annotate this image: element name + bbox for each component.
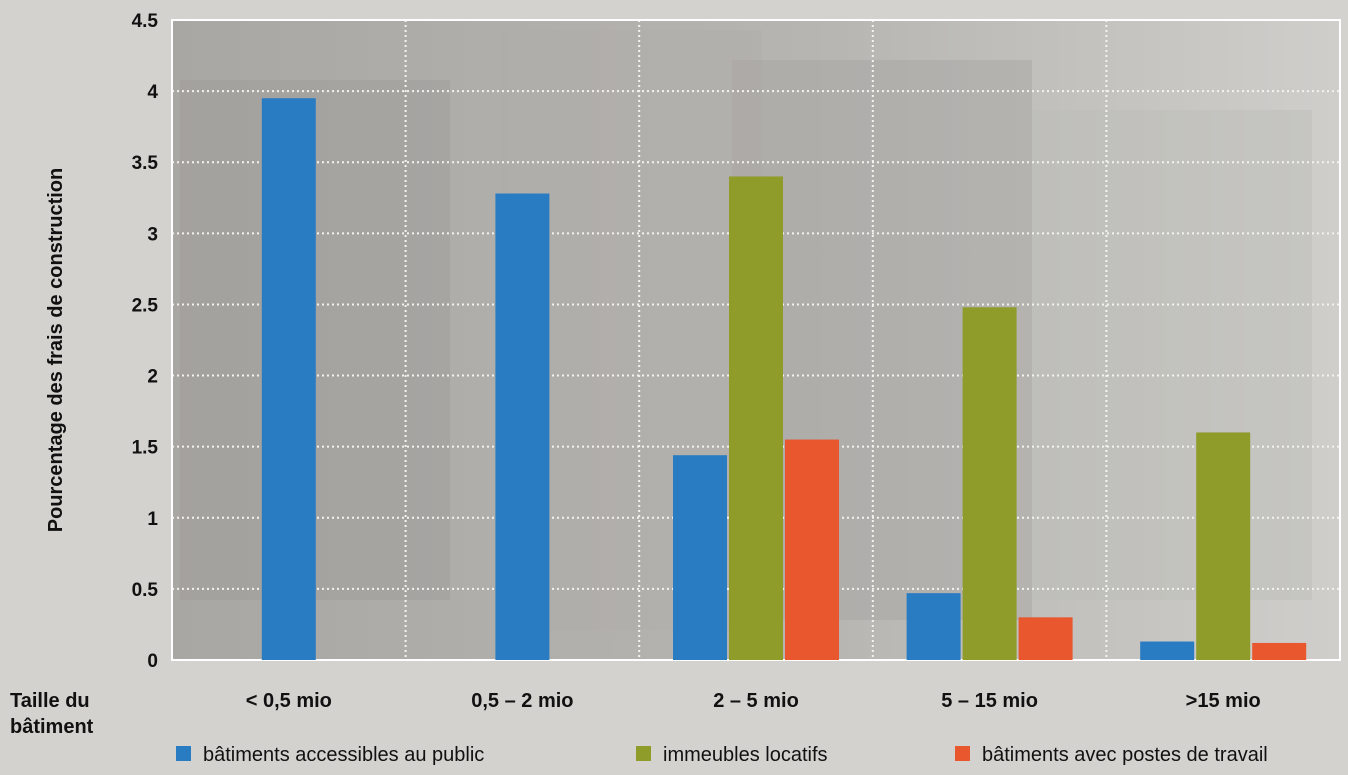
y-tick-label: 1.5 xyxy=(132,438,159,459)
legend-swatch xyxy=(176,746,191,761)
background-building-shape xyxy=(1032,110,1312,600)
legend-label: bâtiments avec postes de travail xyxy=(982,744,1268,766)
y-axis-label: Pourcentage des frais de construction xyxy=(45,168,67,533)
legend-swatch xyxy=(636,746,651,761)
y-tick-label: 1 xyxy=(147,509,158,530)
legend-item: bâtiments accessibles au public xyxy=(176,744,484,766)
bar xyxy=(1140,641,1195,660)
y-tick-label: 3.5 xyxy=(132,153,159,174)
x-tick-label: 2 – 5 mio xyxy=(713,690,799,712)
bar xyxy=(1196,432,1251,660)
x-tick-label: 5 – 15 mio xyxy=(941,690,1038,712)
y-tick-label: 3 xyxy=(147,224,158,245)
bar xyxy=(261,98,316,660)
y-tick-label: 4 xyxy=(147,82,158,103)
y-tick-label: 2 xyxy=(147,367,158,388)
y-tick-label: 0.5 xyxy=(132,580,159,601)
x-tick-label: 0,5 – 2 mio xyxy=(471,690,573,712)
bar xyxy=(495,193,550,660)
x-axis-label: bâtiment xyxy=(10,716,94,738)
y-tick-label: 2.5 xyxy=(132,295,159,316)
bar xyxy=(785,439,839,660)
legend-item: immeubles locatifs xyxy=(636,744,828,766)
y-tick-label: 4.5 xyxy=(132,11,159,32)
bar xyxy=(962,307,1017,660)
legend-label: immeubles locatifs xyxy=(663,744,828,766)
bar xyxy=(906,593,961,660)
legend-label: bâtiments accessibles au public xyxy=(203,744,484,766)
x-axis-label: Taille du xyxy=(10,690,90,712)
bar xyxy=(1018,617,1073,660)
x-tick-label: < 0,5 mio xyxy=(246,690,332,712)
bar xyxy=(1252,642,1307,660)
legend-item: bâtiments avec postes de travail xyxy=(955,744,1268,766)
bar xyxy=(729,176,783,660)
y-tick-label: 0 xyxy=(147,651,158,672)
x-tick-label: >15 mio xyxy=(1186,690,1261,712)
legend-swatch xyxy=(955,746,970,761)
bar xyxy=(673,455,727,660)
